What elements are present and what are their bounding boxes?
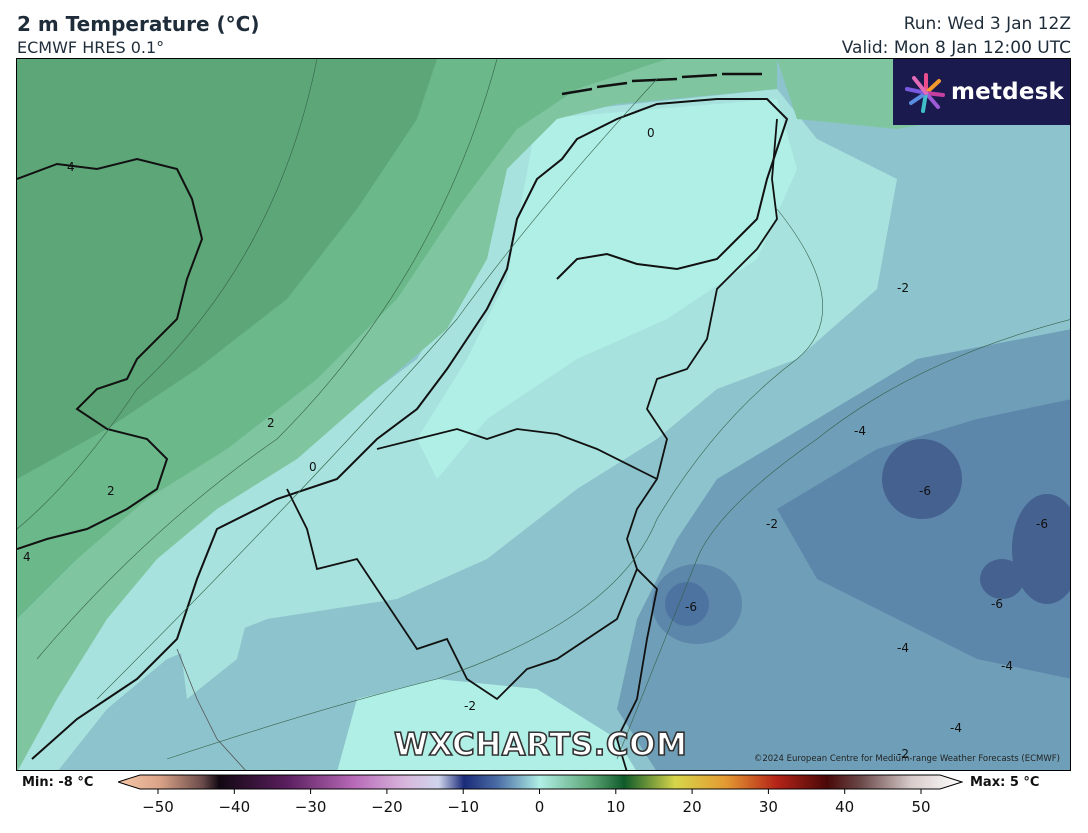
colorbar-ticks: −50 −40 −30 −20 −10 0 10 20 30 40 50 — [142, 789, 931, 816]
continental-coastline — [31, 98, 789, 760]
colorbar-tick-label: −30 — [295, 798, 327, 816]
map-label: 0 — [309, 460, 317, 474]
mild-zone-south — [337, 679, 636, 770]
chart-title: 2 m Temperature (°C) — [17, 12, 260, 36]
colorbar-tick-label: 20 — [683, 798, 702, 816]
copyright-notice: ©2024 European Centre for Medium-range W… — [753, 754, 1060, 764]
watermark: WXCHARTS.COM — [393, 726, 688, 764]
contour-line-m2 — [166, 208, 824, 760]
map-label: -4 — [1001, 659, 1013, 673]
map-label: 2 — [267, 416, 275, 430]
map-label: 4 — [23, 550, 31, 564]
uk-coastline — [17, 157, 204, 550]
coldest-cell-3 — [980, 559, 1024, 599]
map-label: -4 — [897, 641, 909, 655]
min-temperature-label: Min: -8 °C — [22, 775, 94, 790]
metdesk-logo: metdesk — [893, 59, 1070, 125]
colorbar-tick-label: −50 — [142, 798, 174, 816]
map-label: -4 — [950, 721, 962, 735]
colorbar-tick-label: 30 — [759, 798, 778, 816]
map-label: -2 — [897, 281, 909, 295]
colorbar-tick-label: −10 — [447, 798, 479, 816]
colorbar-tick-label: −40 — [218, 798, 250, 816]
contour-line-0 — [96, 78, 658, 700]
sea-warmest — [17, 59, 437, 479]
colorbar-strip — [118, 774, 963, 790]
coldest-cell-1 — [882, 439, 962, 519]
map-label: -2 — [464, 699, 476, 713]
coldest-cell-south — [665, 582, 709, 626]
map-label: -6 — [685, 600, 697, 614]
logo-text: metdesk — [951, 79, 1065, 105]
metdesk-burst-icon — [905, 73, 945, 113]
colorbar-tick-label: 40 — [835, 798, 854, 816]
map-label: 2 — [107, 484, 115, 498]
frisian-islands — [561, 72, 762, 96]
max-temperature-label: Max: 5 °C — [970, 775, 1040, 790]
colder-zone-east — [777, 399, 1070, 679]
contour-line-4 — [17, 59, 318, 530]
run-time: Run: Wed 3 Jan 12Z — [903, 14, 1071, 34]
be-fr-border — [286, 488, 638, 701]
region-border — [176, 648, 246, 770]
map-label: 0 — [647, 126, 655, 140]
map-label: -6 — [991, 597, 1003, 611]
map-label: 4 — [67, 160, 75, 174]
map-label: -2 — [897, 747, 909, 761]
colorbar-tick-label: 10 — [606, 798, 625, 816]
map-canvas: 4 2 2 0 4 0 -2 -4 -6 -2 -6 -6 -6 -4 -4 -… — [17, 59, 1070, 770]
temperature-map[interactable]: 4 2 2 0 4 0 -2 -4 -6 -2 -6 -6 -6 -4 -4 -… — [16, 58, 1071, 771]
mild-zone-west — [177, 559, 257, 699]
map-label: -6 — [1036, 517, 1048, 531]
valid-time: Valid: Mon 8 Jan 12:00 UTC — [841, 38, 1071, 58]
contour-line-m4 — [616, 319, 1070, 760]
map-label: -4 — [854, 424, 866, 438]
contour-line-2 — [36, 59, 498, 660]
color-scale-legend: −50 −40 −30 −20 −10 0 10 20 30 40 50 — [118, 774, 963, 816]
nl-be-border — [376, 428, 658, 480]
model-subtitle: ECMWF HRES 0.1° — [17, 38, 165, 57]
colorbar-tick-label: 0 — [535, 798, 545, 816]
nl-de-border — [616, 118, 778, 770]
colorbar-tick-label: −20 — [371, 798, 403, 816]
map-label: -2 — [766, 517, 778, 531]
map-label: -6 — [919, 484, 931, 498]
coldest-cell-2 — [1012, 494, 1070, 604]
warmest-land-zone — [417, 99, 797, 479]
colorbar-tick-label: 50 — [911, 798, 930, 816]
